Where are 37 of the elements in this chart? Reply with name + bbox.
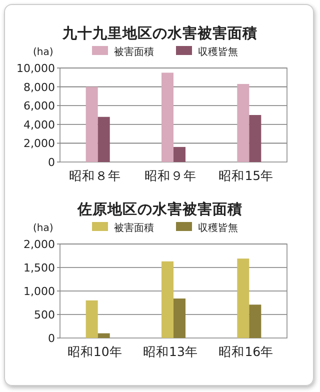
legend-label: 被害面積	[114, 222, 154, 234]
y-tick-label: 6,000	[24, 100, 55, 113]
y-tick-label: 1,500	[24, 262, 55, 274]
bar	[162, 261, 174, 338]
y-tick-label: 1,000	[24, 285, 55, 298]
y-axis-title: (ha)	[33, 223, 54, 234]
y-tick-label: 2,000	[24, 238, 55, 251]
bar	[162, 72, 174, 162]
bar	[174, 146, 186, 162]
bar	[86, 300, 98, 338]
chart-title: 九十九里地区の水害被害面積	[62, 24, 258, 42]
y-tick-label: 8,000	[24, 80, 55, 94]
bar	[237, 258, 250, 338]
bar	[174, 298, 186, 338]
y-tick-label: 0	[48, 156, 55, 169]
legend-label: 収穫皆無	[198, 222, 238, 234]
bar	[98, 116, 110, 162]
legend-label: 被害面積	[114, 46, 154, 58]
y-tick-label: 500	[34, 308, 55, 322]
x-tick-label: 昭和10年	[67, 344, 122, 359]
y-axis-title: (ha)	[33, 47, 54, 58]
legend-label: 収穫皆無	[198, 46, 238, 58]
bar	[86, 86, 98, 162]
x-tick-label: 昭和９年	[144, 168, 196, 183]
y-tick-label: 0	[48, 332, 55, 345]
x-tick-label: 昭和13年	[143, 344, 198, 359]
bar	[249, 304, 262, 338]
bar	[249, 115, 262, 162]
y-tick-label: 4,000	[24, 118, 55, 132]
x-tick-label: 昭和15年	[218, 168, 274, 183]
y-tick-label: 2,000	[24, 137, 55, 150]
bar	[237, 84, 250, 162]
x-tick-label: 昭和８年	[68, 168, 121, 183]
bar	[98, 333, 110, 338]
x-tick-label: 昭和16年	[218, 344, 274, 359]
chart-title: 佐原地区の水害被害面積	[76, 200, 242, 218]
y-tick-label: 10,000	[16, 62, 55, 75]
